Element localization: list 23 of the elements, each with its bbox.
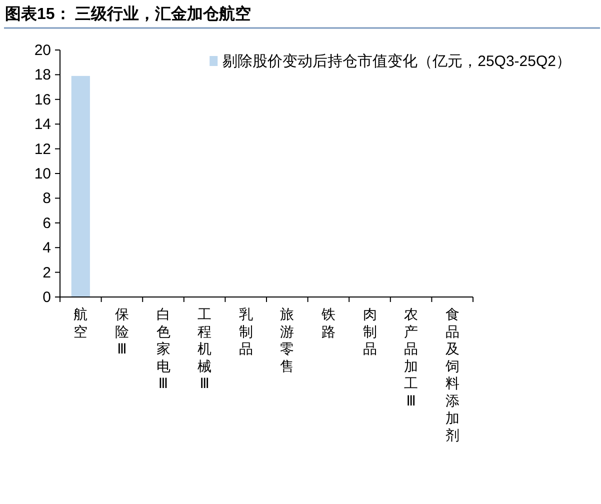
y-tick-label: 0	[42, 289, 51, 306]
y-tick-label: 16	[34, 91, 51, 108]
x-tick-label: 食品及饲料添加剂	[444, 306, 460, 444]
x-tick-label: 铁路	[320, 306, 336, 340]
x-tick-label: 乳制品	[238, 306, 253, 357]
x-tick-label: 工程机械Ⅲ	[198, 306, 212, 392]
chart-title: 图表15： 三级行业，汇金加仓航空	[5, 5, 252, 23]
x-tick-label: 旅游零售	[280, 306, 294, 374]
x-tick-label: 航空	[74, 306, 88, 340]
y-tick-label: 8	[42, 190, 51, 208]
y-tick-label: 14	[34, 116, 51, 134]
legend-label: 剔除股价变动后持仓市值变化（亿元，25Q3-25Q2）	[222, 53, 571, 70]
y-tick-label: 10	[34, 166, 51, 182]
y-tick-label: 6	[42, 214, 51, 232]
y-tick-label: 4	[42, 240, 51, 257]
y-tick-label: 2	[42, 264, 51, 282]
x-tick-label: 农产品加工Ⅲ	[404, 306, 418, 408]
x-tick-label: 保险Ⅲ	[114, 306, 129, 357]
y-tick-label: 20	[34, 42, 51, 59]
y-tick-label: 12	[34, 140, 51, 158]
y-tick-label: 18	[34, 66, 51, 84]
x-tick-label: 肉制品	[362, 306, 377, 357]
x-tick-label: 白色家电Ⅲ	[156, 306, 170, 392]
